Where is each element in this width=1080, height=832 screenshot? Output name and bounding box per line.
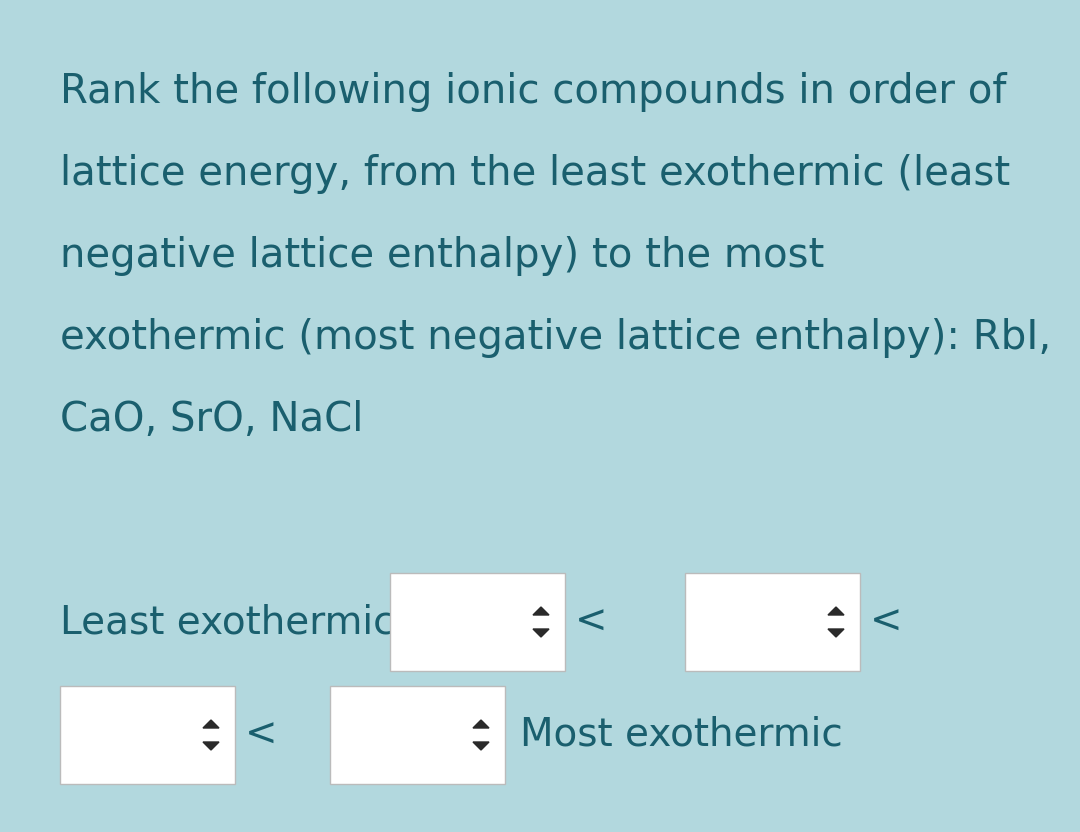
Text: <: <	[245, 716, 278, 754]
Text: Least exothermic: Least exothermic	[60, 603, 394, 641]
Text: negative lattice enthalpy) to the most: negative lattice enthalpy) to the most	[60, 236, 824, 276]
Polygon shape	[534, 607, 549, 615]
Polygon shape	[473, 742, 489, 750]
FancyBboxPatch shape	[330, 686, 505, 784]
Text: lattice energy, from the least exothermic (least: lattice energy, from the least exothermi…	[60, 154, 1010, 194]
FancyBboxPatch shape	[685, 573, 860, 671]
Text: <: <	[575, 603, 607, 641]
Text: exothermic (most negative lattice enthalpy): RbI,: exothermic (most negative lattice enthal…	[60, 318, 1051, 358]
Text: <: <	[870, 603, 903, 641]
Polygon shape	[828, 607, 843, 615]
FancyBboxPatch shape	[60, 686, 235, 784]
Polygon shape	[828, 629, 843, 637]
Polygon shape	[534, 629, 549, 637]
Text: Rank the following ionic compounds in order of: Rank the following ionic compounds in or…	[60, 72, 1007, 112]
Polygon shape	[203, 742, 219, 750]
Polygon shape	[473, 720, 489, 728]
Text: CaO, SrO, NaCl: CaO, SrO, NaCl	[60, 400, 363, 440]
FancyBboxPatch shape	[390, 573, 565, 671]
Text: Most exothermic: Most exothermic	[519, 716, 842, 754]
Polygon shape	[203, 720, 219, 728]
